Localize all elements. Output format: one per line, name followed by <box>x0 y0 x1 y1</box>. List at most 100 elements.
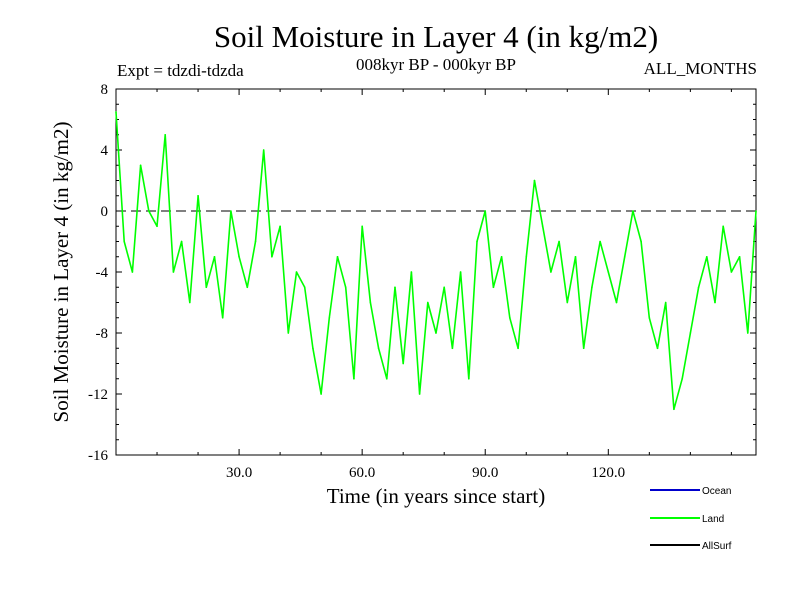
data-point <box>197 194 199 197</box>
data-point <box>632 210 634 212</box>
data-point <box>230 210 232 212</box>
data-point <box>443 286 446 289</box>
data-point <box>295 271 298 273</box>
season-label: ALL_MONTHS <box>644 59 757 78</box>
data-point <box>213 255 216 258</box>
data-point <box>402 362 404 365</box>
data-point <box>681 377 683 380</box>
data-point <box>484 210 487 212</box>
data-point <box>574 255 577 258</box>
data-point <box>189 301 191 304</box>
chart-title: Soil Moisture in Layer 4 (in kg/m2) <box>214 19 658 54</box>
data-point <box>541 225 544 228</box>
x-tick-label: 120.0 <box>591 465 625 481</box>
data-point <box>410 271 413 273</box>
data-point <box>139 164 142 167</box>
data-point <box>656 347 659 350</box>
data-point <box>115 111 117 113</box>
data-point <box>599 240 601 243</box>
data-point <box>623 255 626 258</box>
data-point <box>344 286 347 289</box>
x-tick-label: 30.0 <box>226 465 252 481</box>
data-point <box>271 255 273 258</box>
data-point <box>279 225 281 228</box>
data-point <box>131 271 134 273</box>
data-point <box>369 301 372 304</box>
data-point <box>640 240 642 243</box>
x-tick-label: 90.0 <box>472 465 498 481</box>
data-point <box>607 271 610 273</box>
data-point <box>517 347 519 350</box>
data-point <box>673 408 675 411</box>
data-point <box>722 225 724 228</box>
data-point <box>394 286 396 289</box>
experiment-label: Expt = tdzdi-tdzda <box>117 61 244 80</box>
data-point <box>336 255 339 258</box>
data-point <box>697 286 700 289</box>
data-point <box>525 255 528 258</box>
y-tick-label: -8 <box>96 326 109 342</box>
data-point <box>689 332 692 334</box>
data-point <box>221 316 224 319</box>
y-tick-label: 8 <box>101 82 109 98</box>
data-point <box>320 393 322 395</box>
data-point <box>328 316 331 319</box>
data-point <box>459 271 462 273</box>
data-point <box>558 240 560 243</box>
y-tick-label: 4 <box>101 143 109 159</box>
y-tick-label: -12 <box>88 387 108 403</box>
data-point <box>664 301 667 304</box>
data-point <box>361 225 363 228</box>
data-point <box>238 255 240 258</box>
data-point <box>172 271 175 273</box>
data-point <box>303 286 306 289</box>
series-layer <box>115 111 757 411</box>
data-point <box>591 286 593 289</box>
data-point <box>385 377 388 380</box>
data-point <box>500 255 503 258</box>
data-point <box>164 133 167 136</box>
data-point <box>287 332 290 334</box>
data-point <box>262 149 265 151</box>
data-point <box>246 286 249 289</box>
y-tick-label: -4 <box>96 265 109 281</box>
data-point <box>705 255 708 258</box>
data-point <box>746 332 749 334</box>
data-point <box>476 240 478 243</box>
x-tick-label: 60.0 <box>349 465 375 481</box>
data-point <box>714 301 716 304</box>
legend-label-land: Land <box>702 514 724 525</box>
data-point <box>451 347 454 350</box>
axis-ticks: -16 -12 -8 -4 0 4 8 30.0 60.0 90.0 120.0 <box>88 82 756 481</box>
data-point <box>426 301 429 304</box>
legend-label-ocean: Ocean <box>702 486 731 497</box>
data-point <box>566 301 569 304</box>
data-point <box>615 301 618 304</box>
data-point <box>353 377 355 380</box>
legend: Ocean Land AllSurf <box>650 486 732 552</box>
data-point <box>377 347 380 350</box>
data-point <box>492 286 495 289</box>
data-point <box>435 332 437 334</box>
data-point <box>468 377 470 380</box>
x-axis-label: Time (in years since start) <box>327 484 546 508</box>
data-point <box>312 347 314 350</box>
data-point <box>156 225 158 228</box>
legend-label-allsurf: AllSurf <box>702 541 732 552</box>
data-point <box>550 271 552 273</box>
y-tick-label: -16 <box>88 448 108 464</box>
data-point <box>648 316 651 319</box>
chart-subtitle: 008kyr BP - 000kyr BP <box>356 55 516 74</box>
y-axis-label: Soil Moisture in Layer 4 (in kg/m2) <box>49 122 73 423</box>
data-point <box>254 240 257 243</box>
data-point <box>582 347 585 350</box>
data-point <box>533 179 536 182</box>
data-point <box>755 210 757 212</box>
data-point <box>180 240 183 243</box>
data-point <box>418 393 421 395</box>
data-point <box>730 271 733 273</box>
data-point <box>123 240 126 243</box>
y-tick-label: 0 <box>101 204 109 220</box>
